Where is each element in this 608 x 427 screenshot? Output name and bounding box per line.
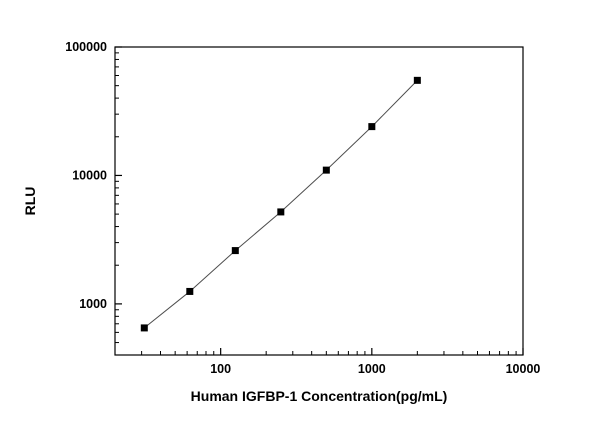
- series-line: [143, 79, 418, 329]
- data-point-marker: [322, 166, 330, 174]
- y-tick-label: 1000: [79, 297, 107, 311]
- data-point-marker: [231, 247, 239, 255]
- data-point-marker: [368, 123, 376, 131]
- x-tick-label: 1000: [358, 362, 386, 376]
- y-tick-label: 100000: [65, 40, 107, 54]
- plot-frame: [114, 46, 524, 356]
- x-axis-title: Human IGFBP-1 Concentration(pg/mL): [190, 388, 448, 404]
- data-point-marker: [277, 208, 285, 216]
- data-point-marker: [413, 76, 421, 84]
- data-point-marker: [140, 324, 148, 332]
- data-point-marker: [186, 287, 194, 295]
- y-axis-title: RLU: [22, 186, 38, 216]
- x-tick-label: 100: [210, 362, 231, 376]
- x-tick-label: 10000: [506, 362, 541, 376]
- y-tick-label: 10000: [72, 168, 107, 182]
